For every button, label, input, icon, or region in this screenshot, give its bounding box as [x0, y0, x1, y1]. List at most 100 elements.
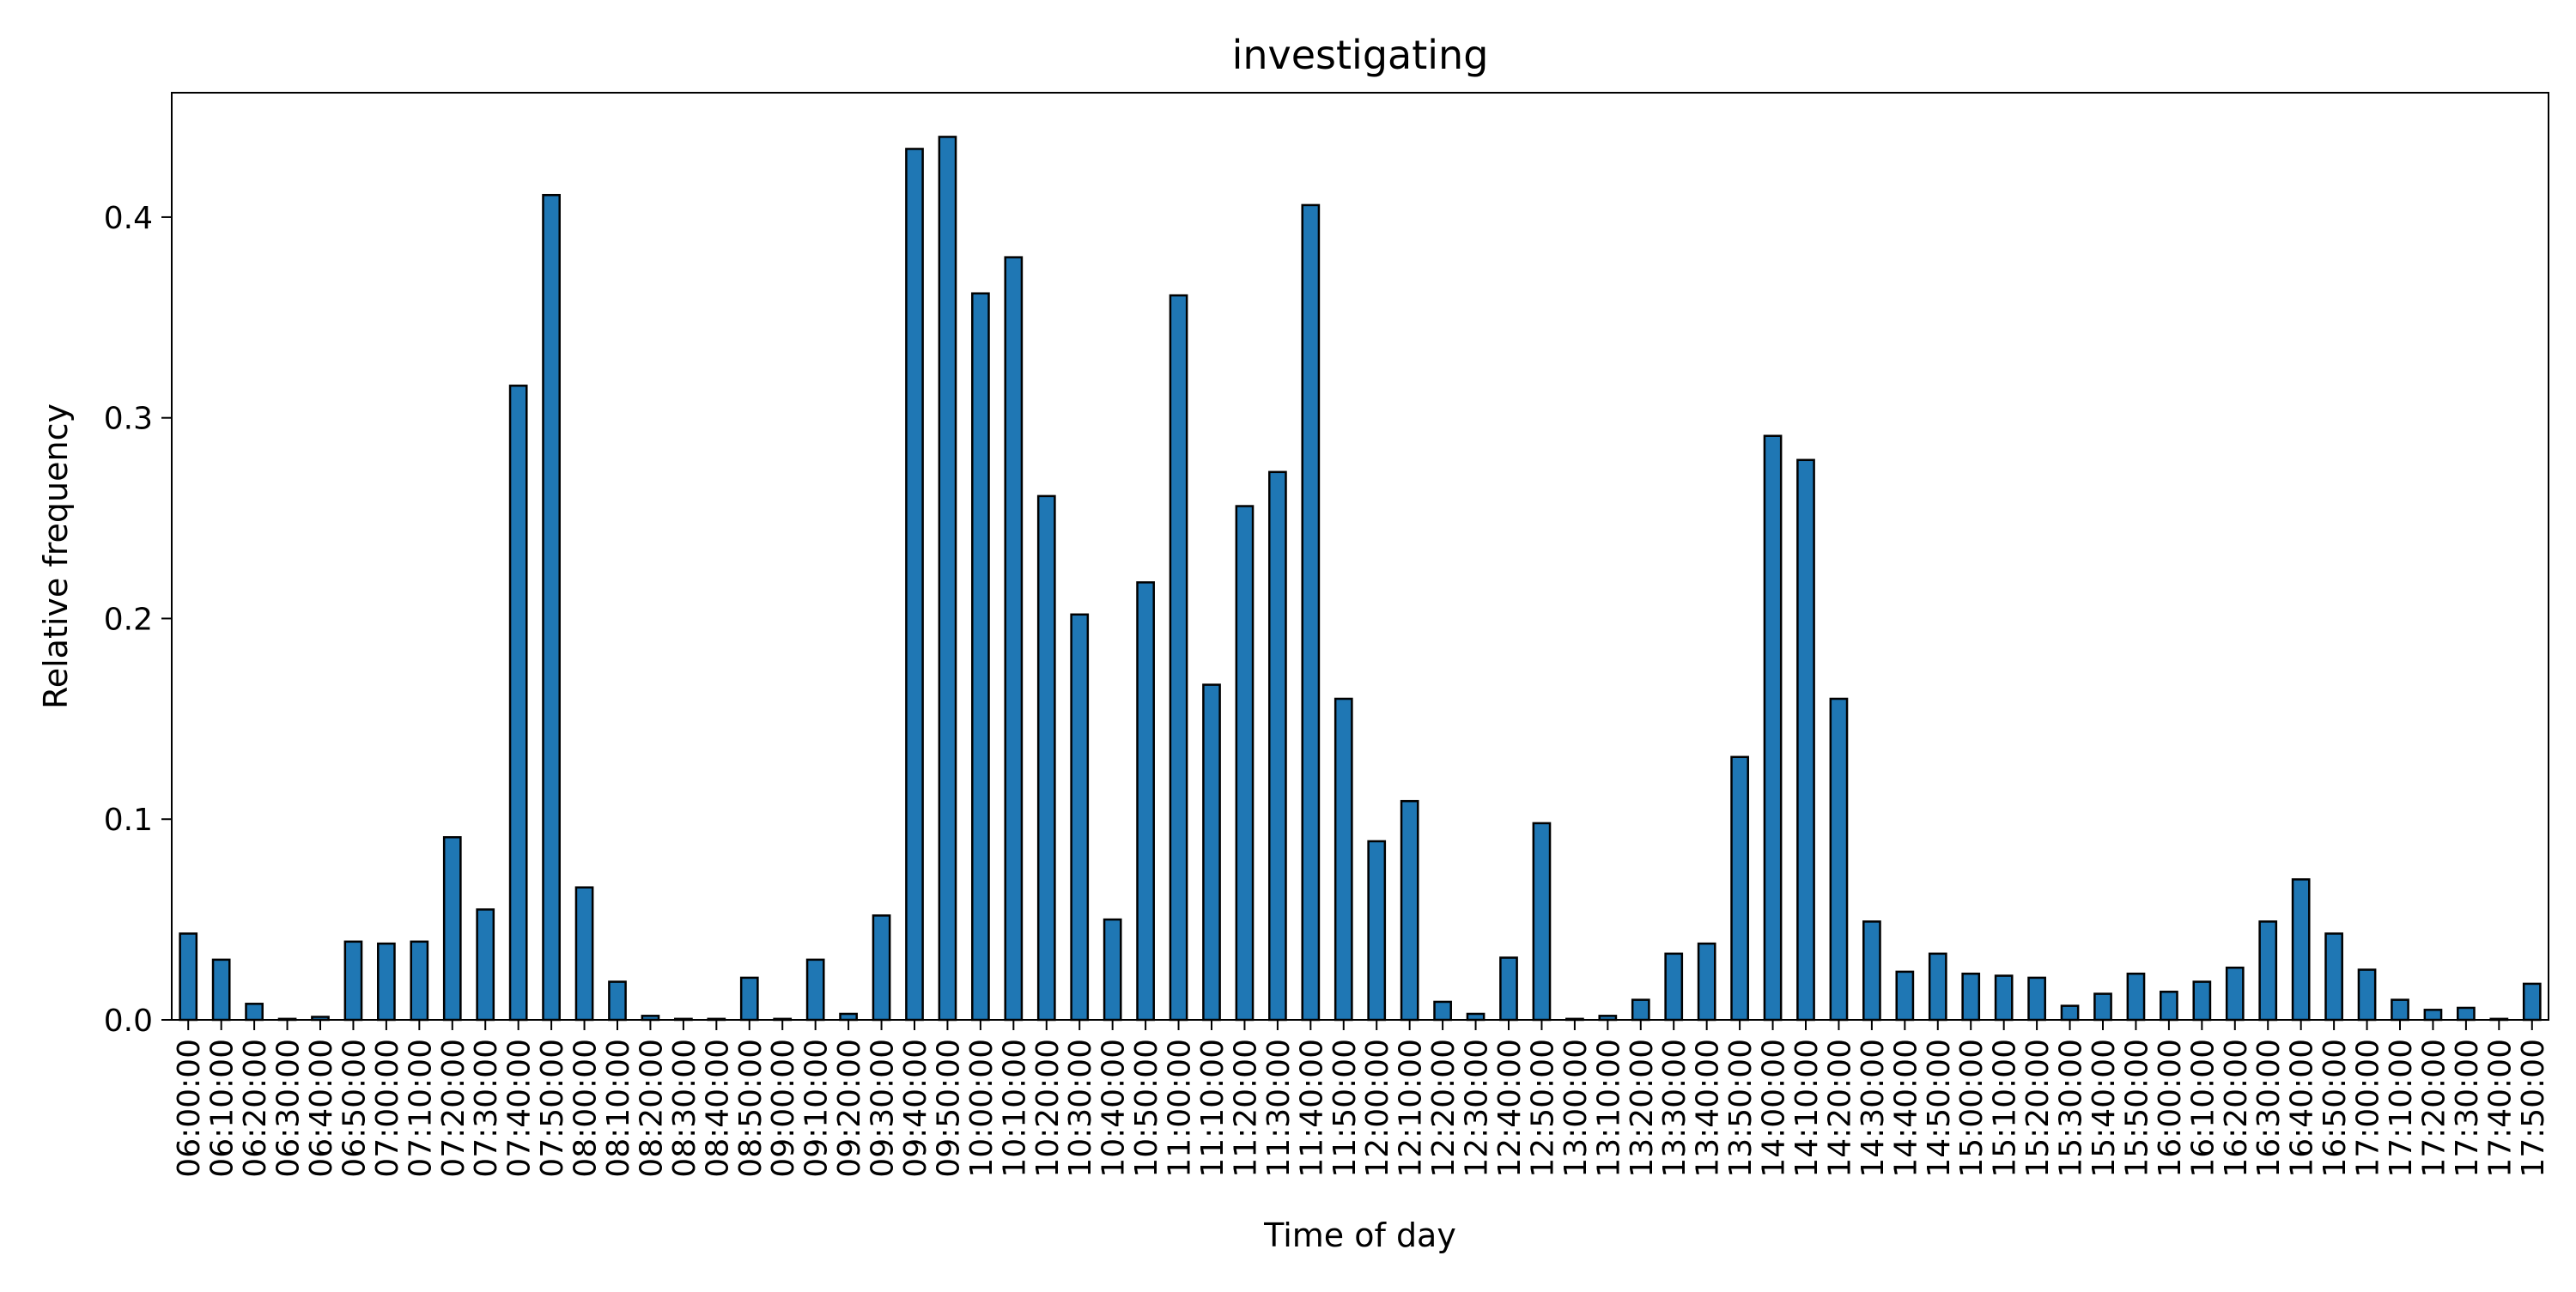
x-tick-label: 10:00:00 [964, 1039, 999, 1178]
x-tick-label: 17:00:00 [2351, 1039, 2386, 1178]
x-tick-label: 12:00:00 [1360, 1039, 1395, 1178]
x-tick-label: 12:20:00 [1426, 1039, 1461, 1178]
x-tick-label: 11:10:00 [1195, 1039, 1230, 1178]
bar-13:30:00 [1664, 952, 1684, 1022]
chart-title: investigating [1232, 32, 1489, 78]
y-tick-label: 0.2 [104, 602, 153, 637]
x-tick-label: 14:10:00 [1789, 1039, 1825, 1178]
x-tick-label: 14:50:00 [1922, 1039, 1957, 1178]
x-tick-label: 06:50:00 [337, 1039, 372, 1178]
bar-11:10:00 [1202, 683, 1221, 1022]
bar-14:20:00 [1829, 697, 1849, 1022]
x-tick-label: 08:40:00 [700, 1039, 735, 1178]
x-tick-label: 12:40:00 [1492, 1039, 1528, 1178]
bar-07:20:00 [442, 836, 462, 1022]
x-tick-label: 10:10:00 [997, 1039, 1032, 1178]
x-tick-label: 17:10:00 [2384, 1039, 2419, 1178]
x-tick-label: 15:00:00 [1954, 1039, 1990, 1178]
bar-10:40:00 [1103, 918, 1122, 1022]
bar-10:00:00 [971, 292, 990, 1022]
x-tick-label: 15:10:00 [1988, 1039, 2023, 1178]
bar-16:20:00 [2225, 966, 2245, 1022]
bar-12:50:00 [1532, 822, 1552, 1022]
bar-14:10:00 [1796, 458, 1815, 1022]
bar-14:50:00 [1928, 952, 1947, 1022]
bar-10:30:00 [1070, 613, 1090, 1022]
bar-15:50:00 [2126, 972, 2146, 1022]
x-tick-label: 14:30:00 [1856, 1039, 1891, 1178]
bar-09:40:00 [905, 148, 924, 1022]
bar-08:10:00 [608, 980, 627, 1022]
x-tick-label: 14:40:00 [1888, 1039, 1923, 1178]
bar-14:30:00 [1862, 920, 1881, 1022]
bar-17:00:00 [2357, 968, 2377, 1022]
x-tick-label: 15:20:00 [2020, 1039, 2056, 1178]
x-tick-label: 10:50:00 [1129, 1039, 1164, 1178]
x-tick-label: 13:20:00 [1625, 1039, 1660, 1178]
bar-17:30:00 [2457, 1006, 2476, 1022]
x-tick-label: 11:00:00 [1163, 1039, 1198, 1178]
bar-16:10:00 [2192, 980, 2212, 1022]
x-tick-label: 07:20:00 [436, 1039, 471, 1178]
y-axis-label: Relative frequency [37, 403, 75, 709]
bar-16:50:00 [2324, 932, 2343, 1022]
x-tick-label: 12:50:00 [1525, 1039, 1560, 1178]
bar-06:10:00 [211, 958, 231, 1022]
x-tick-label: 07:00:00 [370, 1039, 405, 1178]
bars-layer [179, 136, 2542, 1022]
bar-11:20:00 [1235, 505, 1255, 1022]
bar-16:30:00 [2258, 920, 2278, 1022]
bar-13:40:00 [1697, 942, 1716, 1022]
bar-11:00:00 [1169, 294, 1188, 1022]
x-tick-label: 17:20:00 [2416, 1039, 2451, 1178]
x-tick-label: 17:30:00 [2450, 1039, 2485, 1178]
x-tick-label: 09:20:00 [832, 1039, 867, 1178]
bar-10:50:00 [1136, 581, 1155, 1022]
x-tick-label: 11:20:00 [1228, 1039, 1263, 1178]
x-tick-label: 06:40:00 [304, 1039, 339, 1178]
x-tick-label: 09:10:00 [799, 1039, 835, 1178]
bar-07:10:00 [410, 940, 429, 1022]
bar-12:20:00 [1433, 1000, 1452, 1022]
y-tick-label: 0.1 [104, 803, 153, 838]
x-tick-label: 13:40:00 [1691, 1039, 1726, 1178]
x-tick-label: 08:10:00 [601, 1039, 636, 1178]
x-tick-label: 09:00:00 [766, 1039, 801, 1178]
x-tick-label: 15:30:00 [2054, 1039, 2089, 1178]
bar-10:10:00 [1004, 256, 1024, 1022]
x-tick-label: 10:30:00 [1063, 1039, 1098, 1178]
bar-17:20:00 [2423, 1009, 2443, 1022]
x-tick-label: 09:40:00 [898, 1039, 933, 1178]
x-tick-label: 14:00:00 [1757, 1039, 1792, 1178]
x-tick-label: 14:20:00 [1822, 1039, 1857, 1178]
x-tick-label: 11:50:00 [1327, 1039, 1363, 1178]
x-tick-label: 13:00:00 [1558, 1039, 1594, 1178]
x-tick-label: 17:40:00 [2482, 1039, 2518, 1178]
x-tick-label: 06:00:00 [172, 1039, 207, 1178]
bar-14:00:00 [1763, 434, 1783, 1022]
bar-15:40:00 [2093, 992, 2112, 1022]
bar-16:00:00 [2160, 991, 2178, 1022]
x-tick-label: 15:50:00 [2119, 1039, 2154, 1178]
x-tick-label: 16:00:00 [2153, 1039, 2188, 1178]
bar-17:50:00 [2522, 982, 2542, 1022]
x-tick-label: 16:30:00 [2251, 1039, 2287, 1178]
bar-11:30:00 [1268, 470, 1287, 1022]
bar-09:20:00 [839, 1012, 858, 1022]
x-tick-label: 16:10:00 [2185, 1039, 2221, 1178]
x-tick-label: 07:50:00 [535, 1039, 570, 1178]
x-tick-label: 08:20:00 [634, 1039, 669, 1178]
y-ticks: 0.0 0.1 0.2 0.3 0.4 [104, 201, 172, 1039]
bar-13:20:00 [1631, 998, 1650, 1022]
x-tick-label: 09:30:00 [866, 1039, 901, 1178]
bar-06:50:00 [343, 940, 363, 1022]
x-tick-label: 10:40:00 [1097, 1039, 1132, 1178]
x-tick-label: 07:30:00 [469, 1039, 504, 1178]
bar-15:00:00 [1961, 972, 1981, 1022]
x-tick-label: 12:30:00 [1460, 1039, 1495, 1178]
bar-13:50:00 [1730, 755, 1749, 1022]
bar-11:50:00 [1334, 697, 1353, 1022]
x-tick-label: 11:40:00 [1294, 1039, 1329, 1178]
